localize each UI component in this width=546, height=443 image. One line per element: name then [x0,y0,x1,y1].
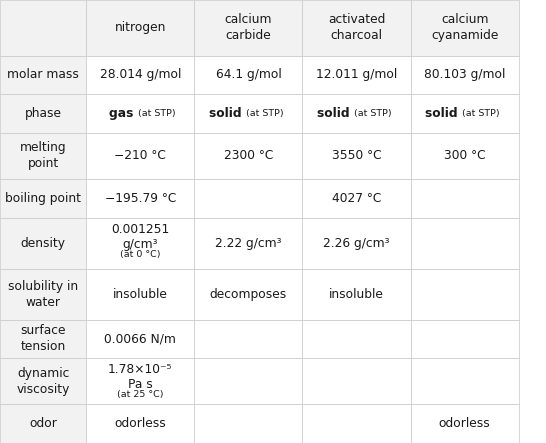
Bar [86,133,194,179]
Bar [0,268,86,319]
Bar [302,404,411,443]
Text: surface
tension: surface tension [20,324,66,354]
Bar [411,268,519,319]
Bar [86,358,194,404]
Text: odorless: odorless [115,417,166,430]
Bar [411,358,519,404]
Text: −210 °C: −210 °C [114,149,167,163]
Text: (at STP): (at STP) [354,109,391,118]
Text: odor: odor [29,417,57,430]
Text: calcium
cyanamide: calcium cyanamide [431,13,498,42]
Bar [411,319,519,358]
Bar [86,218,194,268]
Text: solid: solid [425,107,462,120]
Bar [302,179,411,218]
Bar [86,56,194,94]
Text: solid: solid [317,107,354,120]
Text: density: density [21,237,66,250]
Bar [302,358,411,404]
Text: melting
point: melting point [20,141,67,171]
Bar [0,218,86,268]
Bar [302,218,411,268]
Bar [194,0,302,56]
Bar [194,56,302,94]
Text: (at STP): (at STP) [462,109,500,118]
Bar [302,94,411,133]
Text: solubility in
water: solubility in water [8,280,78,309]
Text: −195.79 °C: −195.79 °C [105,192,176,205]
Bar [194,319,302,358]
Bar [86,319,194,358]
Text: (at 25 °C): (at 25 °C) [117,390,164,399]
Bar [411,94,519,133]
Bar [0,319,86,358]
Bar [86,404,194,443]
Text: insoluble: insoluble [113,288,168,301]
Text: boiling point: boiling point [5,192,81,205]
Text: 2.26 g/cm³: 2.26 g/cm³ [323,237,390,250]
Bar [411,56,519,94]
Text: calcium
carbide: calcium carbide [225,13,272,42]
Bar [0,94,86,133]
Bar [86,94,194,133]
Text: dynamic
viscosity: dynamic viscosity [16,367,70,396]
Text: decomposes: decomposes [210,288,287,301]
Text: 4027 °C: 4027 °C [332,192,381,205]
Text: insoluble: insoluble [329,288,384,301]
Text: molar mass: molar mass [7,68,79,82]
Text: odorless: odorless [439,417,490,430]
Bar [411,179,519,218]
Bar [86,0,194,56]
Bar [302,56,411,94]
Text: 80.103 g/mol: 80.103 g/mol [424,68,506,82]
Bar [194,133,302,179]
Text: 300 °C: 300 °C [444,149,485,163]
Bar [0,404,86,443]
Bar [302,319,411,358]
Text: 64.1 g/mol: 64.1 g/mol [216,68,281,82]
Bar [194,218,302,268]
Bar [302,268,411,319]
Bar [0,56,86,94]
Text: 2300 °C: 2300 °C [224,149,273,163]
Bar [86,179,194,218]
Bar [0,358,86,404]
Text: 12.011 g/mol: 12.011 g/mol [316,68,397,82]
Bar [411,218,519,268]
Text: 3550 °C: 3550 °C [332,149,381,163]
Text: phase: phase [25,107,62,120]
Bar [0,179,86,218]
Bar [0,0,86,56]
Text: activated
charcoal: activated charcoal [328,13,385,42]
Bar [411,133,519,179]
Bar [86,268,194,319]
Bar [302,0,411,56]
Text: 2.22 g/cm³: 2.22 g/cm³ [215,237,282,250]
Text: 0.001251
g/cm³: 0.001251 g/cm³ [111,223,169,251]
Bar [0,133,86,179]
Text: 1.78×10⁻⁵
Pa s: 1.78×10⁻⁵ Pa s [108,363,173,391]
Text: nitrogen: nitrogen [115,21,166,34]
Text: gas: gas [109,107,138,120]
Bar [302,133,411,179]
Bar [194,358,302,404]
Bar [411,0,519,56]
Text: (at STP): (at STP) [246,109,283,118]
Text: (at STP): (at STP) [138,109,175,118]
Text: (at 0 °C): (at 0 °C) [120,250,161,259]
Bar [194,179,302,218]
Text: solid: solid [209,107,246,120]
Text: 0.0066 N/m: 0.0066 N/m [104,332,176,346]
Bar [194,94,302,133]
Bar [194,404,302,443]
Text: 28.014 g/mol: 28.014 g/mol [99,68,181,82]
Bar [411,404,519,443]
Bar [194,268,302,319]
